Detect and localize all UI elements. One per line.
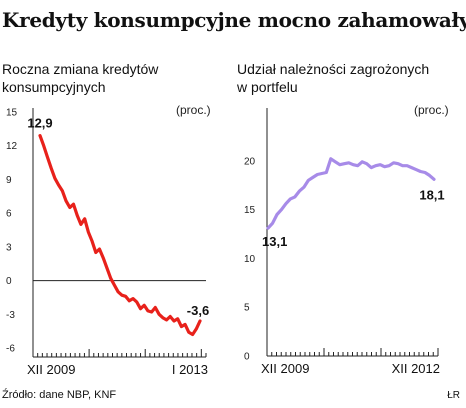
source-note: Źródło: dane NBP, KNF [2,389,117,401]
right-chart-y-tick-label: 20 [244,156,256,167]
right-chart-series-line [266,157,436,230]
left-chart-y-tick-label: 0 [6,276,12,287]
right-chart-y-tick-label: 0 [244,352,250,363]
left-chart-y-tick-label: -3 [6,310,15,321]
left-chart-unit: (proc.) [176,103,211,117]
left-chart-x-label-end: I 2013 [172,362,208,377]
left-chart-y-tick-label: 9 [6,175,12,186]
right-chart-x-label-start: XII 2009 [261,361,309,376]
right-chart-data-label: 18,1 [419,187,444,202]
right-chart-y-tick-label: 5 [244,303,250,314]
left-chart-subtitle: Roczna zmiana kredytów konsumpcyjnych [2,61,159,95]
left-chart-y-tick-label: 3 [6,242,12,253]
left-chart-y-tick-label: 12 [6,141,18,152]
right-chart-unit: (proc.) [414,103,449,117]
left-chart-data-label: 12,9 [27,116,52,131]
left-chart-y-tick-label: 15 [6,108,18,119]
author-mark: ŁR [447,390,460,401]
left-chart-y-tick-label: 6 [6,209,12,220]
right-chart-x-label-end: XII 2012 [392,361,440,376]
right-chart-subtitle: Udział należności zagrożonych w portfelu [237,61,430,95]
chart-title: Kredyty konsumpcyjne mocno zahamowały [2,8,466,32]
right-chart-data-label: 13,1 [262,234,287,249]
right-chart-y-tick-label: 10 [244,254,256,265]
left-chart-x-label-start: XII 2009 [27,362,75,377]
right-chart-y-tick-label: 15 [244,205,256,216]
left-chart-y-tick-label: -6 [6,344,15,355]
left-chart-series-line [38,134,202,337]
left-chart-data-label: -3,6 [187,303,209,318]
